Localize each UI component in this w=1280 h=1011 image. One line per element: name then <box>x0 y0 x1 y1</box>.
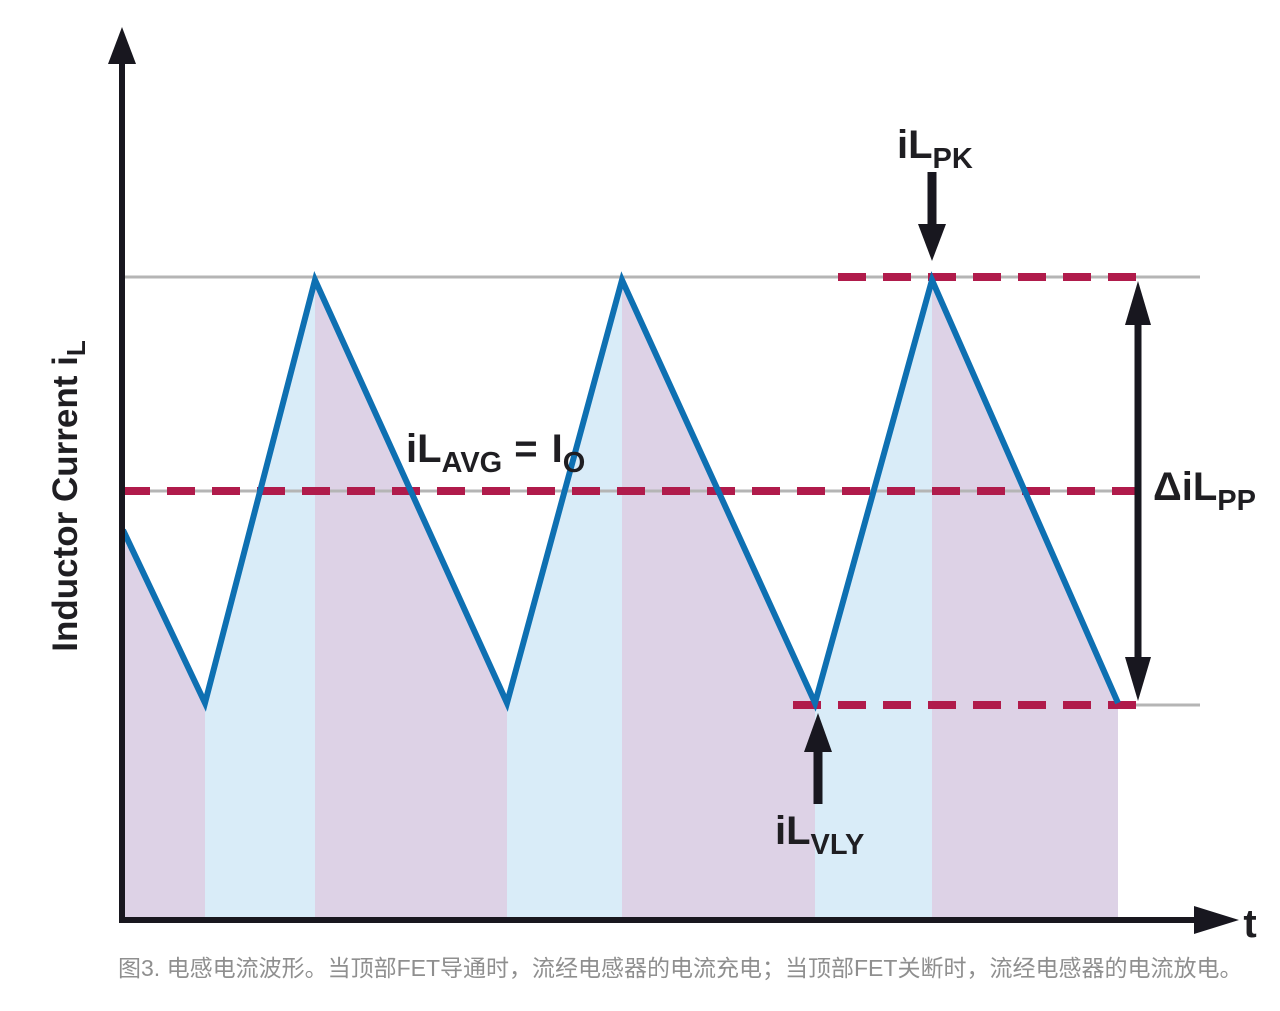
y-axis-arrow-icon <box>108 27 136 64</box>
ripple-label: ΔiLPP <box>1153 465 1256 517</box>
fill-falling-segment <box>123 530 205 917</box>
fill-rising-segment <box>507 280 622 917</box>
reference-lines <box>122 273 1200 709</box>
ripple-arrow-top-head-icon <box>1125 281 1151 325</box>
fill-rising-segment <box>205 280 315 917</box>
valley-label: iLVLY <box>775 809 864 861</box>
x-axis-arrow-icon <box>1194 906 1239 934</box>
fill-falling-segment <box>622 280 815 917</box>
x-axis-label: t <box>1243 902 1256 946</box>
ripple-arrow-bottom-head-icon <box>1125 657 1151 701</box>
peak-pointer-arrow <box>918 172 946 261</box>
peak-label: iLPK <box>897 123 973 175</box>
fill-rising-segment <box>815 280 932 917</box>
fill-falling-segment <box>932 280 1118 917</box>
ripple-double-arrow <box>1125 281 1151 701</box>
figure-caption: 图3. 电感电流波形。当顶部FET导通时，流经电感器的电流充电；当顶部FET关断… <box>118 955 1243 981</box>
fill-falling-segment <box>315 280 507 917</box>
valley-arrow-head-icon <box>804 713 832 752</box>
valley-pointer-arrow <box>804 713 832 804</box>
waveform-line <box>120 271 1121 712</box>
peak-arrow-head-icon <box>918 224 946 261</box>
y-axis-label: Inductor Current iL <box>46 340 91 652</box>
waveform-fills <box>123 280 1118 917</box>
avg-label: iLAVG = IO <box>406 427 585 479</box>
